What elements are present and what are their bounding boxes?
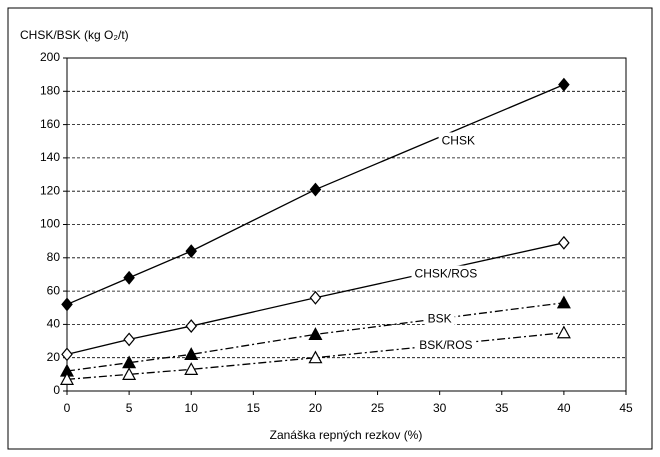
series-label: CHSK [442,133,475,147]
y-tick-label: 180 [40,83,60,97]
y-tick-label: 160 [40,117,60,131]
x-tick-label: 0 [64,401,71,415]
marker [61,297,73,312]
series-label-bg [438,132,478,149]
y-tick-label: 120 [40,183,60,197]
marker [61,347,73,362]
x-tick-label: 15 [247,401,261,415]
series-label: CHSK/ROS [415,267,478,281]
series-label-bg [416,337,476,354]
marker [122,367,137,380]
marker [123,332,135,347]
y-tick-label: 200 [40,50,60,64]
x-tick-label: 10 [185,401,199,415]
marker [309,290,322,305]
marker [123,270,135,285]
marker [308,350,323,364]
x-tick-label: 40 [557,401,571,415]
x-tick-label: 45 [619,401,633,415]
marker [185,319,198,334]
series-label: BSK [428,312,452,326]
frame [7,7,653,450]
marker [184,347,199,360]
y-tick-label: 100 [40,217,60,231]
y-tick-label: 20 [47,350,61,364]
x-axis-label: Zanáška repných rezkov (%) [270,428,423,442]
y-tick-label: 40 [47,317,61,331]
x-tick-label: 5 [126,401,133,415]
y-tick-label: 0 [53,383,60,397]
y-tick-label: 140 [40,150,60,164]
marker [184,362,199,375]
x-tick-label: 30 [433,401,447,415]
x-tick-label: 20 [309,401,323,415]
plot-border [66,57,627,392]
series-label-bg [424,310,455,327]
marker [308,327,323,340]
marker [185,244,198,259]
chart-title: CHSK/BSK (kg O₂/t) [20,28,129,42]
x-tick-label: 25 [371,401,385,415]
marker [558,77,570,92]
x-tick-label: 35 [495,401,509,415]
series-label-bg [411,265,481,282]
marker [556,325,571,339]
marker [59,372,75,385]
y-tick-label: 80 [47,250,61,264]
marker [556,295,571,309]
y-tick-label: 60 [47,283,61,297]
marker [558,235,570,250]
marker [309,182,322,197]
series-label: BSK/ROS [419,338,472,352]
